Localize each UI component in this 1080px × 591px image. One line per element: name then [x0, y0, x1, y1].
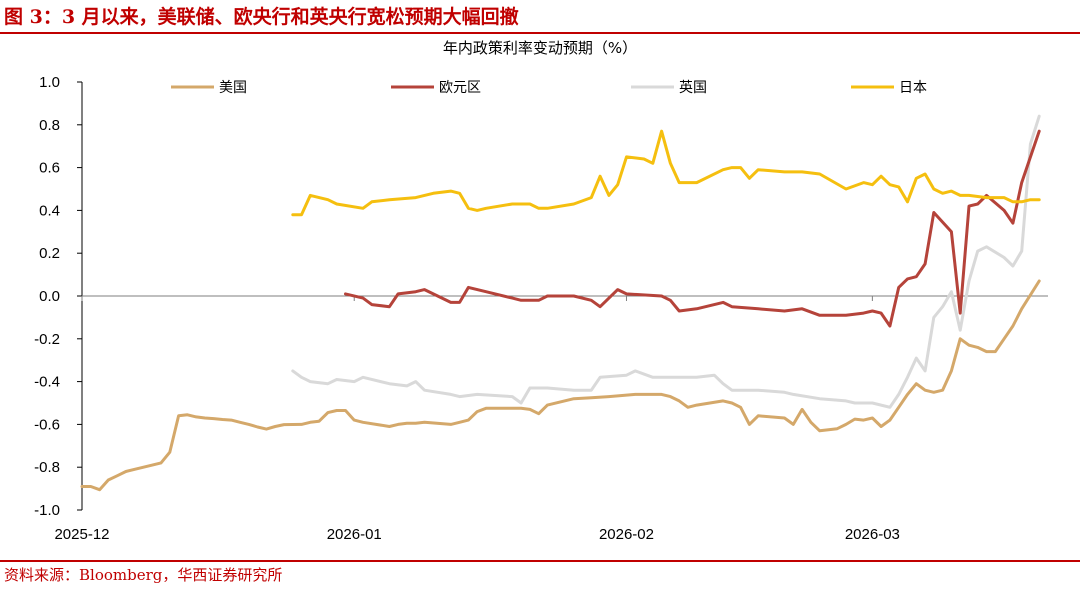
series-line-0	[80, 279, 1041, 492]
y-tick-label: -0.2	[34, 331, 60, 348]
y-axis: 1.0 0.8 0.6 0.4 0.2 0.0 -0.2 -0.4 -0.6 -0.8 -1.0	[34, 74, 83, 519]
legend: 美国 欧元区 英国 日本	[171, 79, 927, 96]
legend-label-2: 英国	[679, 79, 707, 96]
x-tick-label: 2025-12	[54, 526, 109, 543]
series-lines	[80, 114, 1041, 492]
y-tick-label: 1.0	[39, 74, 60, 91]
legend-label-1: 欧元区	[439, 80, 481, 96]
series-line-3	[291, 129, 1041, 217]
x-axis: 2025-12 2026-01 2026-02 2026-03	[54, 295, 1048, 543]
series-line-1	[344, 129, 1041, 328]
y-tick-label: 0.0	[39, 288, 60, 305]
top-rule	[0, 32, 1080, 34]
legend-label-0: 美国	[219, 80, 247, 96]
line-chart: 年内政策利率变动预期（%） 美国 欧元区 英国 日本 1.0 0.8 0.6 0.4 0.2 0…	[34, 39, 1048, 543]
x-tick-label: 2026-03	[845, 526, 900, 543]
y-tick-label: -1.0	[34, 502, 60, 519]
x-tick-label: 2026-02	[599, 526, 654, 543]
y-tick-label: 0.6	[39, 160, 60, 177]
y-tick-label: 0.4	[39, 202, 60, 219]
series-line-2	[291, 114, 1041, 409]
y-tick-label: -0.8	[34, 459, 60, 476]
bottom-rule	[0, 560, 1080, 562]
y-tick-label: -0.4	[34, 374, 60, 391]
legend-label-3: 日本	[899, 80, 927, 96]
y-tick-label: 0.2	[39, 245, 60, 262]
chart-title: 年内政策利率变动预期（%）	[443, 39, 637, 57]
figure-title: 图 3：3 月以来，美联储、欧央行和英央行宽松预期大幅回撤	[4, 6, 519, 28]
y-tick-label: 0.8	[39, 117, 60, 134]
source-note: 资料来源：Bloomberg，华西证券研究所	[4, 566, 283, 584]
y-tick-label: -0.6	[34, 416, 60, 433]
x-tick-label: 2026-01	[327, 526, 382, 543]
